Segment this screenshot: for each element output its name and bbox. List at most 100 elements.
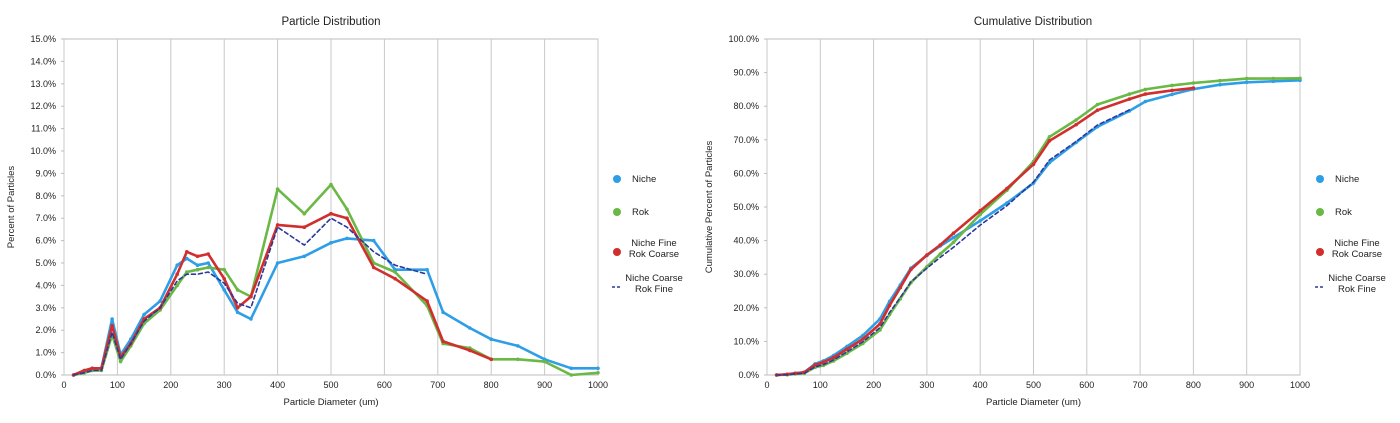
data-point	[1048, 161, 1052, 165]
data-point	[393, 270, 397, 274]
x-tick-label: 400	[270, 380, 285, 390]
data-point	[249, 295, 253, 299]
data-point	[570, 373, 574, 377]
data-point	[1128, 92, 1132, 96]
legend-swatch	[613, 248, 621, 256]
data-point	[329, 212, 333, 216]
series-line	[777, 78, 1300, 375]
y-tick-label: 1.0%	[35, 348, 56, 358]
data-point	[861, 337, 865, 341]
data-point	[516, 358, 520, 362]
data-point	[1074, 123, 1078, 127]
legend: Niche Rok Niche Fine Rok Coarse Niche Coarse…	[1315, 174, 1386, 295]
y-tick-label: 13.0%	[30, 79, 56, 89]
data-point	[158, 299, 162, 303]
x-axis-title: Particle Diameter (um)	[283, 397, 378, 408]
data-point	[425, 268, 429, 272]
data-point	[206, 252, 210, 256]
data-point	[196, 268, 200, 272]
y-tick-label: 15.0%	[30, 34, 56, 44]
data-point	[1170, 84, 1174, 88]
y-tick-label: 14.0%	[30, 56, 56, 66]
data-point	[83, 369, 87, 373]
x-tick-label: 700	[1133, 380, 1148, 390]
data-point	[1144, 100, 1148, 104]
chart-1: 0 100 200 300 400 500 600 700 800 900 1000 0.0% 10.0…	[704, 16, 1386, 408]
legend-swatch	[613, 208, 621, 216]
data-point	[596, 371, 600, 375]
y-tick-label: 100.0%	[728, 34, 759, 44]
x-tick-label: 300	[919, 380, 934, 390]
data-point	[110, 317, 114, 321]
y-tick-label: 12.0%	[30, 101, 56, 111]
legend-label: Niche	[1335, 174, 1359, 185]
data-point	[393, 277, 397, 281]
data-point	[222, 268, 226, 272]
y-tick-label: 11.0%	[31, 124, 56, 134]
data-point	[425, 299, 429, 303]
data-point	[1048, 135, 1052, 139]
data-point	[1218, 79, 1222, 83]
data-point	[925, 253, 929, 257]
data-point	[276, 223, 280, 227]
data-point	[345, 216, 349, 220]
x-tick-label: 800	[484, 380, 499, 390]
data-point	[1144, 88, 1148, 92]
legend-label: Niche	[632, 174, 656, 185]
x-tick-label: 900	[537, 380, 552, 390]
data-point	[832, 356, 836, 360]
y-tick-label: 4.0%	[35, 280, 56, 290]
x-tick-label: 1000	[588, 380, 608, 390]
y-tick-label: 60.0%	[733, 168, 759, 178]
x-axis-title: Particle Diameter (um)	[986, 397, 1081, 408]
legend: Niche Rok Niche Fine Rok Coarse Niche Coarse…	[612, 174, 683, 295]
x-tick-label: 600	[377, 380, 392, 390]
data-point	[303, 254, 307, 258]
x-tick-label: 0	[61, 380, 66, 390]
chart-0: 0 100 200 300 400 500 600 700 800 900 1000 0.0% 1.0%…	[6, 16, 683, 408]
y-tick-label: 70.0%	[733, 135, 759, 145]
x-tick-label: 800	[1186, 380, 1201, 390]
chart-title: Cumulative Distribution	[974, 16, 1092, 28]
data-point	[206, 266, 210, 270]
y-tick-label: 40.0%	[733, 236, 759, 246]
data-point	[1170, 89, 1174, 93]
data-point	[222, 277, 226, 281]
data-point	[441, 340, 445, 344]
legend-label: Niche Fine Rok Coarse	[1332, 238, 1382, 260]
data-point	[978, 209, 982, 213]
data-point	[1005, 187, 1009, 191]
legend-label: Niche Coarse Rok Fine	[1328, 273, 1386, 295]
data-point	[185, 270, 189, 274]
data-point	[222, 288, 226, 292]
data-point	[1245, 81, 1249, 85]
x-tick-label: 900	[1239, 380, 1254, 390]
data-point	[1144, 92, 1148, 96]
series-line	[74, 214, 492, 375]
x-tick-label: 1000	[1290, 380, 1310, 390]
y-tick-label: 90.0%	[733, 68, 759, 78]
series-line	[777, 80, 1300, 375]
y-tick-label: 2.0%	[35, 325, 56, 335]
y-tick-label: 3.0%	[35, 303, 56, 313]
series-1	[775, 77, 1302, 377]
data-point	[236, 288, 240, 292]
data-point	[899, 286, 903, 290]
data-point	[91, 367, 95, 371]
x-tick-label: 600	[1079, 380, 1094, 390]
legend-swatch	[1316, 175, 1324, 183]
series-0	[72, 237, 600, 377]
data-point	[888, 304, 892, 308]
data-point	[236, 311, 240, 315]
data-point	[1074, 118, 1078, 122]
data-point	[249, 317, 253, 321]
data-point	[175, 272, 179, 276]
data-point	[952, 236, 956, 240]
series-line	[74, 238, 598, 375]
data-point	[596, 367, 600, 371]
data-point	[1298, 77, 1302, 81]
x-tick-label: 100	[813, 380, 828, 390]
y-tick-label: 7.0%	[35, 213, 56, 223]
y-tick-label: 8.0%	[35, 191, 56, 201]
